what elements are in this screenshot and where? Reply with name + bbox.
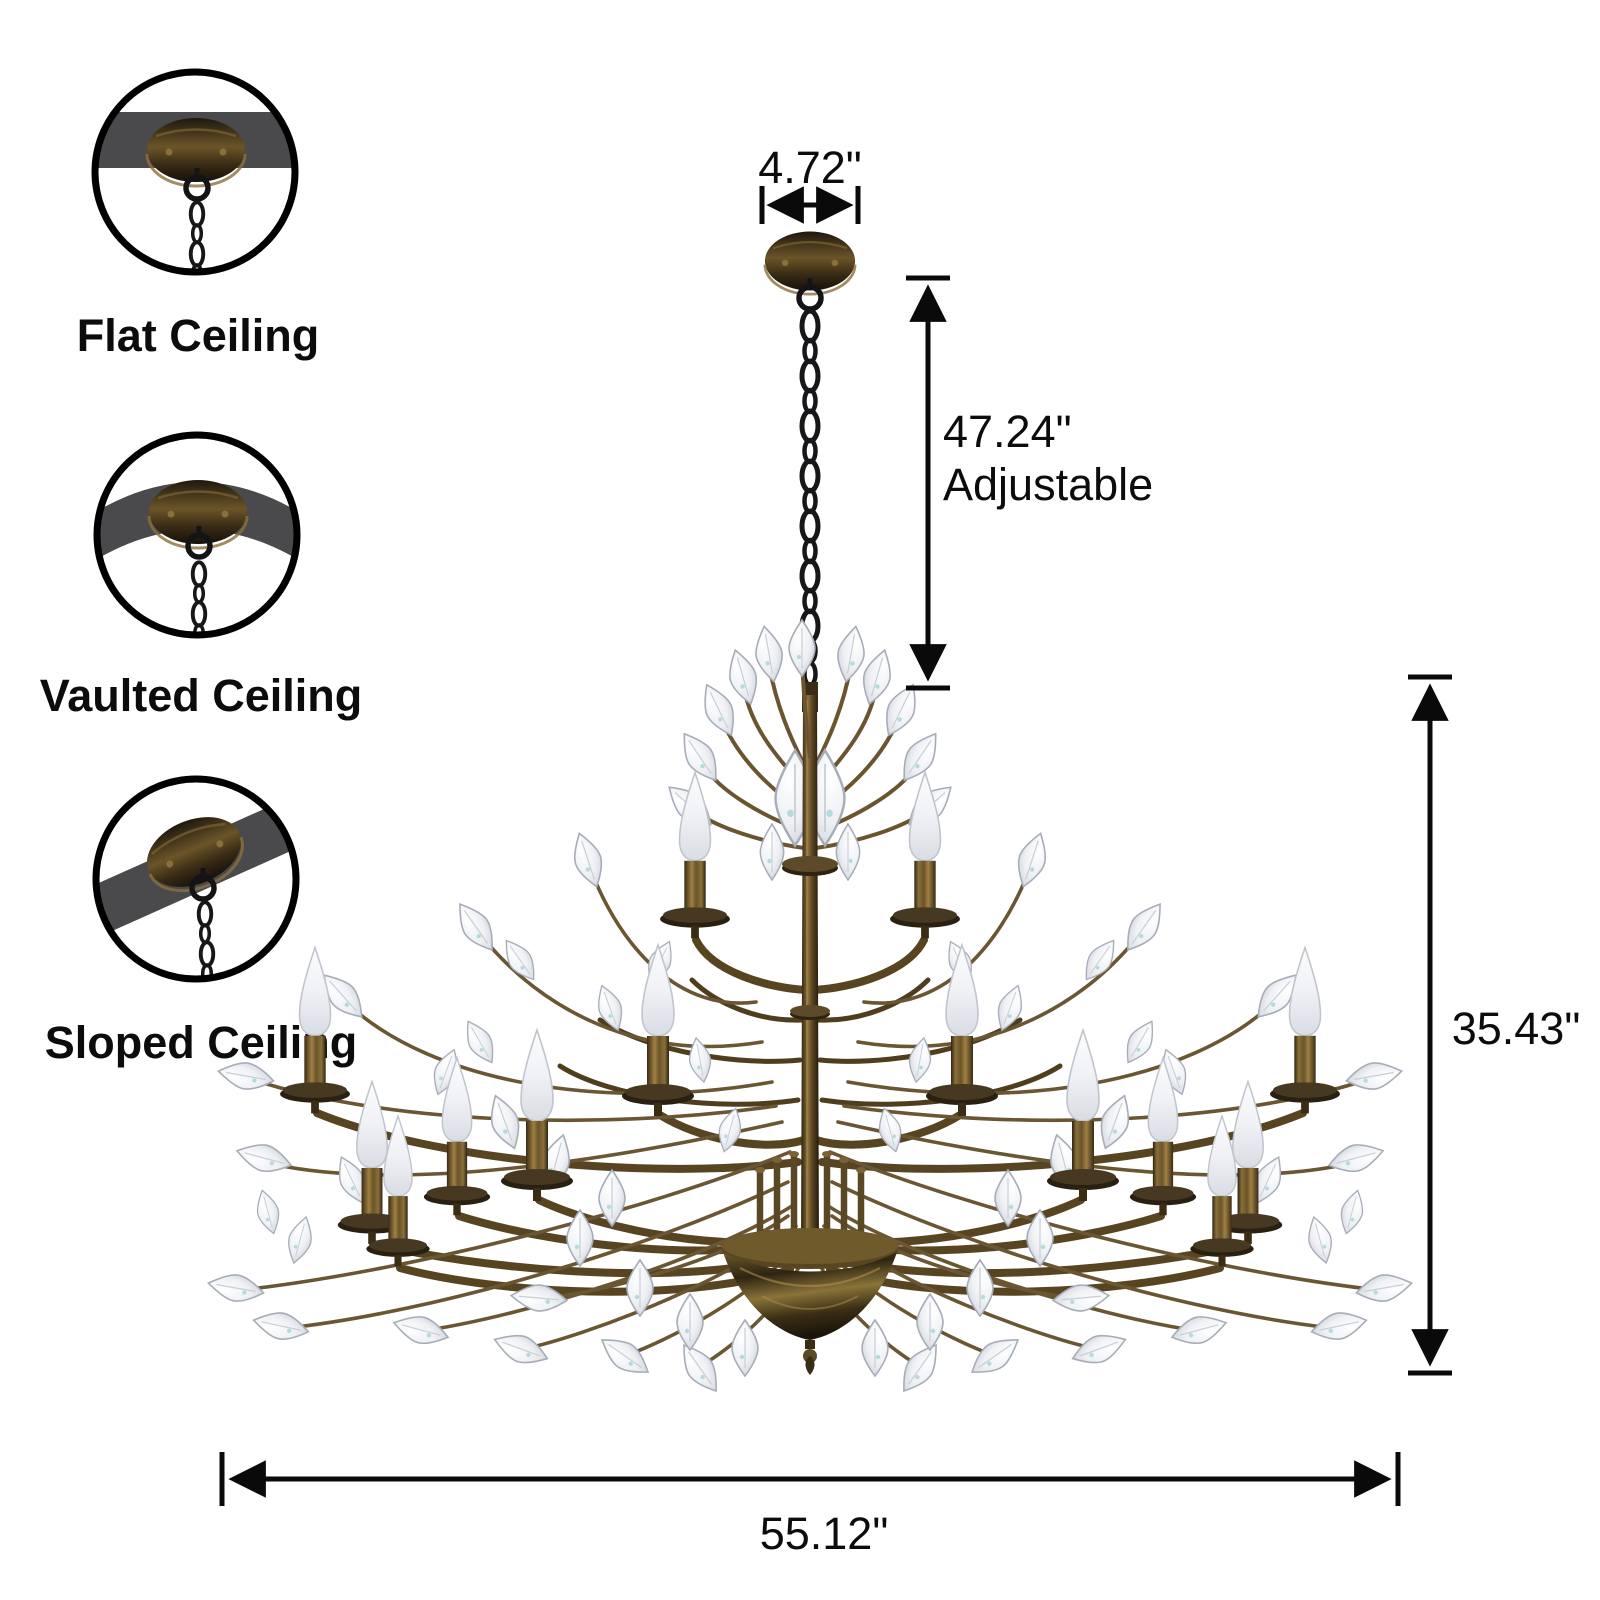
chain-length-dimension: 47.24" Adjustable — [906, 275, 1153, 691]
mount-option-flat: Flat Ceiling — [77, 68, 320, 361]
mount-option-vaulted: Vaulted Ceiling — [40, 431, 363, 721]
mount-option-label-flat: Flat Ceiling — [77, 310, 320, 361]
vaulted-ceiling-mount-icon — [100, 478, 294, 632]
chain-length-note: Adjustable — [943, 459, 1153, 510]
crystal-branches — [240, 866, 806, 1366]
chain-length-value: 47.24" — [943, 406, 1072, 457]
mount-option-label-vaulted: Vaulted Ceiling — [40, 670, 363, 721]
fixture-height-dimension: 35.43" — [1408, 674, 1581, 1376]
canopy-width-dimension: 4.72" — [758, 142, 862, 224]
sloped-ceiling-mount-icon — [99, 792, 293, 976]
chandelier-right-half — [806, 624, 1414, 1398]
flat-ceiling-mount-icon — [98, 112, 292, 269]
bottom-bowl — [722, 1151, 898, 1375]
secondary-arms — [557, 977, 805, 1107]
canopy-width-value: 4.72" — [758, 142, 862, 193]
fixture-height-value: 35.43" — [1452, 1003, 1581, 1054]
fixture-width-dimension: 55.12" — [219, 1452, 1401, 1559]
center-column — [782, 619, 838, 1250]
chandelier-left-half — [205, 623, 816, 1400]
fixture-width-value: 55.12" — [760, 1508, 889, 1559]
chandelier — [205, 230, 1414, 1400]
